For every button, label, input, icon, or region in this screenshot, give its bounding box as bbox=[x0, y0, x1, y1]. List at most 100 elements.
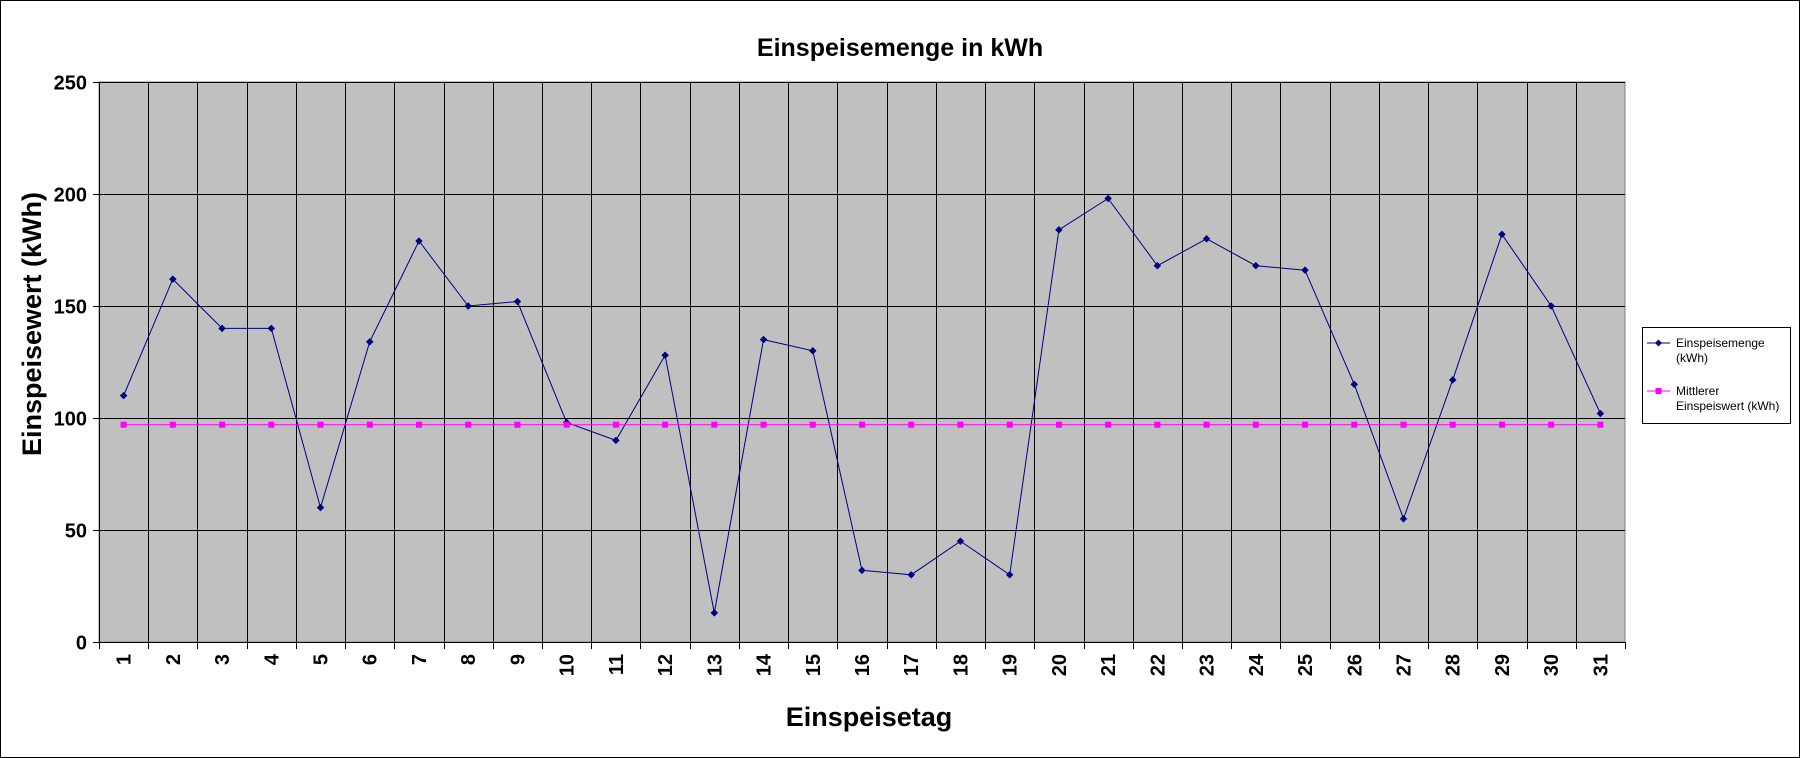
x-tick-label: 21 bbox=[1098, 654, 1120, 676]
data-point bbox=[858, 566, 866, 575]
data-point bbox=[711, 421, 718, 428]
data-point bbox=[464, 302, 473, 310]
data-point bbox=[1251, 261, 1260, 270]
x-tick-label: 25 bbox=[1295, 654, 1317, 676]
data-point bbox=[415, 421, 422, 428]
data-point bbox=[1498, 421, 1505, 428]
data-point bbox=[119, 391, 128, 400]
data-point bbox=[710, 609, 719, 617]
data-point bbox=[1399, 514, 1408, 523]
data-point bbox=[957, 421, 964, 428]
x-tick-label: 30 bbox=[1541, 654, 1563, 676]
data-point bbox=[1203, 421, 1210, 428]
data-point bbox=[760, 421, 767, 428]
y-tick-label: 200 bbox=[54, 185, 87, 207]
series-layer bbox=[119, 194, 1605, 617]
data-point bbox=[809, 421, 816, 428]
x-tick-label: 8 bbox=[458, 654, 480, 665]
x-tick-label: 27 bbox=[1393, 654, 1415, 676]
x-tick-label: 9 bbox=[507, 654, 529, 665]
x-tick-label: 12 bbox=[655, 654, 677, 676]
data-point bbox=[1547, 302, 1556, 310]
legend-label: (kWh) bbox=[1676, 351, 1708, 365]
data-point bbox=[366, 421, 373, 428]
x-tick-label: 19 bbox=[1000, 654, 1022, 676]
x-tick-label: 28 bbox=[1443, 654, 1465, 676]
data-point bbox=[612, 421, 619, 428]
y-tick-label: 0 bbox=[76, 633, 87, 655]
data-point bbox=[1302, 421, 1309, 428]
plot-area bbox=[98, 81, 1626, 643]
data-point bbox=[1351, 421, 1358, 428]
data-point bbox=[317, 421, 324, 428]
data-point bbox=[907, 570, 916, 579]
data-point bbox=[365, 337, 374, 346]
x-tick-label: 20 bbox=[1049, 654, 1071, 676]
x-tick-label: 15 bbox=[803, 654, 825, 676]
data-point bbox=[267, 324, 276, 333]
plot-background bbox=[98, 81, 1626, 643]
x-tick-label: 4 bbox=[261, 653, 283, 665]
data-point bbox=[1055, 421, 1062, 428]
data-point bbox=[859, 421, 865, 428]
x-tick-label: 5 bbox=[311, 654, 333, 665]
data-point bbox=[1005, 570, 1014, 579]
x-tick-label: 23 bbox=[1197, 654, 1219, 676]
data-point bbox=[661, 351, 669, 360]
data-point bbox=[1105, 421, 1112, 428]
x-tick-label: 10 bbox=[557, 654, 579, 676]
x-tick-label: 16 bbox=[852, 654, 874, 676]
x-tick-label: 26 bbox=[1344, 654, 1366, 676]
x-tick-label: 11 bbox=[606, 654, 628, 675]
legend-swatch-marker bbox=[1655, 339, 1662, 347]
legend-label: Einspeiswert (kWh) bbox=[1676, 399, 1779, 413]
data-point bbox=[168, 275, 177, 283]
data-point bbox=[219, 421, 226, 428]
x-tick-label: 18 bbox=[950, 654, 972, 676]
x-tick-label: 31 bbox=[1590, 654, 1612, 676]
data-point bbox=[662, 421, 669, 428]
data-point bbox=[513, 297, 522, 306]
data-point bbox=[465, 421, 472, 428]
x-tick-label: 3 bbox=[212, 654, 234, 665]
data-point bbox=[415, 237, 423, 245]
data-point bbox=[1252, 421, 1259, 428]
legend-label: Mittlerer bbox=[1676, 384, 1719, 398]
data-point bbox=[316, 503, 325, 512]
y-tick-label: 50 bbox=[65, 521, 87, 543]
x-tick-label: 6 bbox=[360, 654, 382, 665]
data-point bbox=[1350, 380, 1359, 389]
data-point bbox=[956, 537, 965, 546]
data-point bbox=[1154, 421, 1161, 428]
data-point bbox=[1104, 194, 1112, 203]
y-tick-label: 100 bbox=[54, 409, 87, 431]
data-point bbox=[218, 324, 226, 333]
data-point bbox=[1400, 421, 1407, 428]
x-axis-title: Einspeisetag bbox=[786, 702, 953, 732]
data-point bbox=[268, 421, 275, 428]
legend-label: Einspeisemenge bbox=[1676, 336, 1765, 350]
data-point bbox=[1301, 266, 1309, 275]
legend: Einspeisemenge(kWh) MittlererEinspeiswert… bbox=[1642, 327, 1791, 424]
data-point bbox=[1006, 421, 1013, 428]
y-tick-label: 150 bbox=[54, 297, 87, 319]
y-axis-title: Einspeisewert (kWh) bbox=[17, 192, 47, 456]
data-point bbox=[1055, 225, 1063, 234]
data-point bbox=[563, 421, 570, 428]
data-point bbox=[120, 421, 127, 428]
data-point bbox=[169, 421, 176, 428]
x-tick-label: 13 bbox=[704, 654, 726, 676]
data-point bbox=[1596, 409, 1605, 418]
x-tick-label: 14 bbox=[754, 653, 776, 676]
data-point bbox=[908, 421, 915, 428]
data-point bbox=[808, 346, 817, 355]
data-point bbox=[1448, 376, 1457, 384]
data-point bbox=[1498, 230, 1506, 239]
x-tick-label: 1 bbox=[114, 654, 136, 665]
data-point bbox=[1449, 421, 1456, 428]
x-tick-label: 7 bbox=[409, 654, 431, 665]
data-point bbox=[612, 436, 620, 445]
